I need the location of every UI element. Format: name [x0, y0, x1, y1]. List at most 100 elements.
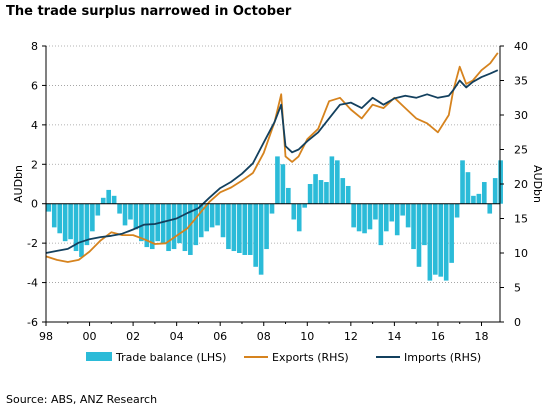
- x-tick-label: 02: [126, 330, 140, 343]
- trade-balance-bar: [46, 203, 52, 212]
- trade-balance-bar: [443, 203, 449, 281]
- trade-balance-bar: [264, 203, 269, 250]
- trade-balance-bar: [356, 203, 362, 232]
- left-tick-label: 6: [31, 79, 38, 92]
- trade-balance-bar: [438, 203, 444, 277]
- trade-balance-bar: [62, 203, 68, 242]
- trade-balance-bar: [51, 203, 57, 228]
- trade-balance-bar: [247, 203, 253, 255]
- trade-balance-bar: [258, 203, 264, 275]
- trade-balance-bar: [400, 203, 405, 216]
- trade-balance-bar: [286, 187, 291, 204]
- trade-balance-bar: [100, 197, 106, 204]
- right-tick-label: 10: [514, 247, 528, 260]
- trade-balance-bar: [427, 203, 433, 281]
- left-tick-label: 2: [31, 158, 38, 171]
- trade-balance-bar: [492, 178, 498, 204]
- trade-balance-bar: [296, 203, 302, 232]
- trade-balance-bar: [149, 203, 155, 250]
- x-tick-label: 18: [474, 330, 488, 343]
- trade-balance-bars: [46, 156, 503, 281]
- trade-balance-bar: [291, 203, 297, 220]
- line-series: [45, 52, 499, 263]
- trade-balance-bar: [166, 203, 171, 252]
- trade-balance-bar: [351, 203, 356, 228]
- trade-balance-bar: [188, 203, 193, 255]
- right-tick-label: 5: [514, 282, 521, 295]
- legend-label-trade-balance: Trade balance (LHS): [115, 351, 226, 364]
- trade-balance-bar: [220, 203, 226, 238]
- trade-balance-bar: [378, 203, 384, 246]
- trade-balance-bar: [329, 156, 335, 204]
- right-tick-label: 40: [514, 40, 528, 53]
- trade-balance-bar: [345, 185, 351, 204]
- trade-balance-bar: [57, 203, 63, 234]
- imports-line: [45, 69, 499, 254]
- trade-balance-bar: [133, 203, 139, 230]
- trade-balance-bar: [394, 203, 400, 236]
- trade-balance-bar: [313, 174, 318, 204]
- legend-swatch-trade-balance: [86, 352, 112, 361]
- right-tick-label: 35: [514, 75, 528, 88]
- left-tick-label: -4: [27, 277, 38, 290]
- trade-balance-bar: [128, 203, 133, 220]
- trade-balance-bar: [340, 178, 346, 204]
- trade-balance-bar: [471, 195, 476, 204]
- x-tick-label: 10: [300, 330, 314, 343]
- chart-title: The trade surplus narrowed in October: [6, 4, 292, 19]
- trade-balance-bar: [182, 203, 188, 252]
- trade-balance-bar: [405, 203, 411, 228]
- trade-balance-bar: [498, 160, 503, 204]
- trade-balance-bar: [79, 203, 84, 257]
- x-tick-label: 06: [213, 330, 227, 343]
- trade-balance-bar: [362, 203, 367, 234]
- trade-balance-bar: [226, 203, 231, 250]
- x-tick-label: 16: [431, 330, 445, 343]
- trade-balance-bar: [481, 182, 487, 204]
- trade-balance-bar: [160, 203, 166, 244]
- trade-balance-bar: [139, 203, 144, 242]
- right-tick-label: 15: [514, 213, 528, 226]
- x-tick-label: 12: [344, 330, 358, 343]
- trade-balance-bar: [106, 189, 112, 204]
- trade-balance-bar: [302, 203, 307, 208]
- legend: Trade balance (LHS) Exports (RHS) Imports …: [86, 351, 481, 364]
- x-tick-label: 14: [387, 330, 401, 343]
- trade-balance-bar: [275, 156, 280, 204]
- legend-label-exports: Exports (RHS): [272, 351, 349, 364]
- x-tick-label: 08: [257, 330, 271, 343]
- trade-balance-bar: [95, 203, 101, 216]
- x-tick-label: 98: [39, 330, 53, 343]
- trade-balance-bar: [177, 203, 182, 244]
- trade-balance-bar: [73, 203, 79, 252]
- trade-balance-bar: [465, 172, 471, 204]
- trade-balance-bar: [454, 203, 460, 218]
- trade-balance-bar: [209, 203, 215, 228]
- trade-balance-bar: [416, 203, 422, 267]
- trade-balance-bar: [367, 203, 373, 230]
- x-tick-label: 00: [83, 330, 97, 343]
- trade-balance-bar: [449, 203, 454, 263]
- trade-balance-bar: [324, 182, 329, 204]
- trade-balance-bar: [307, 184, 313, 204]
- left-axis-label: AUDbn: [12, 165, 25, 203]
- trade-balance-bar: [84, 203, 90, 246]
- trade-balance-bar: [335, 160, 340, 204]
- x-tick-label: 04: [170, 330, 184, 343]
- trade-balance-bar: [111, 195, 117, 204]
- right-tick-label: 20: [514, 178, 528, 191]
- exports-line: [45, 52, 499, 263]
- trade-balance-bar: [90, 203, 95, 232]
- trade-balance-bar: [204, 203, 209, 232]
- trade-balance-bar: [198, 203, 204, 238]
- right-axis-label: AUDbn: [531, 165, 544, 203]
- right-tick-label: 0: [514, 316, 521, 329]
- trade-balance-bar: [389, 203, 395, 222]
- trade-balance-bar: [460, 160, 465, 204]
- right-tick-label: 30: [514, 109, 528, 122]
- grid: [46, 45, 500, 323]
- trade-balance-bar: [432, 203, 438, 275]
- trade-balance-bar: [122, 203, 128, 226]
